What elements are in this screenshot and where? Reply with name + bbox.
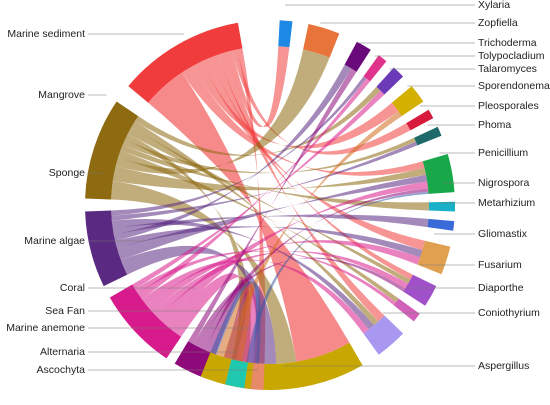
ribbon-marine-algae-coniothyrium: [141, 259, 369, 334]
label-sporendonema: Sporendonema: [478, 80, 550, 92]
ribbon-mangrove-nigrospora: [120, 145, 430, 211]
label-mangrove: Mangrove: [38, 89, 85, 101]
ribbon-coral-fusarium: [193, 257, 406, 347]
label-aspergillus: Aspergillus: [478, 360, 529, 372]
arc-diaporthe: [393, 298, 420, 322]
ribbon-sea-fan-aspergillus: [216, 281, 253, 362]
label-zopfiella: Zopfiella: [478, 17, 518, 29]
ribbon-mangrove-penicillium: [112, 166, 427, 191]
ribbon-marine-anemone-aspergillus: [210, 281, 261, 364]
arc-marine-algae: [109, 284, 182, 359]
label-coniothyrium: Coniothyrium: [478, 307, 540, 319]
ribbon-mangrove-diaporthe: [118, 150, 399, 303]
label-marine-sediment: Marine sediment: [7, 28, 85, 40]
label-sea-fan: Sea Fan: [45, 305, 85, 317]
label-penicillium: Penicillium: [478, 147, 528, 159]
arc-fusarium: [403, 274, 437, 306]
label-trichoderma: Trichoderma: [478, 37, 537, 49]
label-alternaria: Alternaria: [40, 346, 85, 358]
label-nigrospora: Nigrospora: [478, 177, 530, 189]
ribbon-mangrove-coniothyrium: [131, 121, 379, 326]
label-xylaria: Xylaria: [478, 0, 510, 11]
arc-xylaria: [278, 20, 293, 48]
arc-tolypocladium: [363, 55, 387, 82]
arc-coniothyrium: [363, 315, 404, 355]
arc-penicillium: [422, 154, 455, 194]
arc-pleosporales: [406, 109, 434, 131]
arc-metarhizium: [427, 218, 455, 231]
label-diaporthe: Diaporthe: [478, 282, 524, 294]
arc-mangrove: [85, 101, 139, 200]
label-fusarium: Fusarium: [478, 259, 522, 271]
ribbon-marine-sediment-coniothyrium: [217, 51, 385, 322]
label-marine-anemone: Marine anemone: [6, 322, 85, 334]
arc-talaromyces: [376, 67, 404, 95]
label-metarhizium: Metarhizium: [478, 197, 535, 209]
arc-trichoderma: [344, 41, 371, 72]
arc-zopfiella: [303, 24, 340, 58]
arc-nigrospora: [428, 201, 456, 212]
arc-sponge: [85, 210, 128, 287]
ribbon-marine-sediment-xylaria: [227, 46, 290, 128]
label-talaromyces: Talaromyces: [478, 63, 537, 75]
arc-sporendonema: [391, 86, 424, 117]
label-phoma: Phoma: [478, 119, 511, 131]
arc-marine-sediment: [128, 22, 243, 103]
ribbon-marine-sediment-aspergillus: [148, 72, 350, 362]
ribbon-coral-trichoderma: [188, 68, 357, 345]
arc-alternaria: [225, 359, 248, 389]
label-marine-algae: Marine algae: [24, 235, 85, 247]
ribbon-mangrove-zopfiella: [115, 49, 330, 175]
label-gliomastix: Gliomastix: [478, 228, 528, 240]
label-pleosporales: Pleosporales: [478, 100, 539, 112]
ribbon-marine-sediment-penicillium: [182, 65, 425, 176]
label-layer: Marine sediment Mangrove Sponge Marine alga…: [6, 0, 550, 376]
arc-phoma: [414, 126, 442, 146]
label-ascochyta: Ascochyta: [37, 364, 86, 376]
ribbon-layer: [111, 46, 430, 365]
ribbon-sponge-aspergillus: [120, 245, 277, 365]
ribbon-sponge-penicillium: [116, 174, 428, 261]
arc-gliomastix: [417, 240, 451, 275]
ribbon-sponge-metarhizium: [112, 214, 429, 235]
label-sponge: Sponge: [49, 167, 85, 179]
label-coral: Coral: [60, 282, 85, 294]
ribbon-sponge-gliomastix: [115, 226, 423, 258]
arc-layer: [85, 20, 456, 390]
label-tolypocladium: Tolypocladium: [478, 50, 545, 62]
